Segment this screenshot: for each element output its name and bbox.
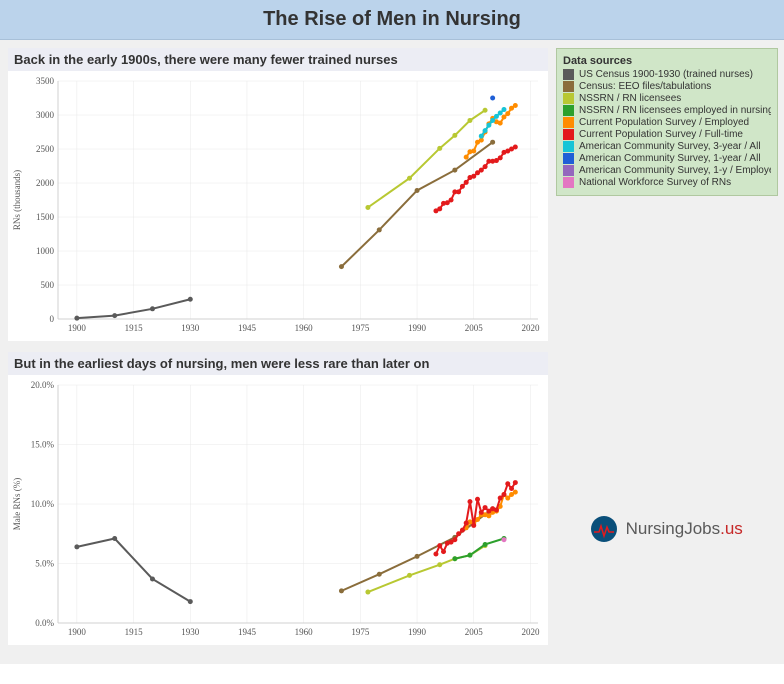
legend-label: American Community Survey, 1-year / All — [579, 153, 761, 164]
legend-swatch — [563, 105, 574, 116]
chart2-title: But in the earliest days of nursing, men… — [8, 352, 548, 375]
svg-text:20.0%: 20.0% — [31, 380, 55, 390]
svg-text:1960: 1960 — [295, 627, 314, 637]
legend-label: US Census 1900-1930 (trained nurses) — [579, 69, 753, 80]
legend-label: American Community Survey, 3-year / All — [579, 141, 761, 152]
legend-swatch — [563, 165, 574, 176]
legend-swatch — [563, 129, 574, 140]
logo-icon — [591, 516, 617, 542]
chart1-block: Back in the early 1900s, there were many… — [8, 48, 548, 346]
svg-text:Male RNs (%): Male RNs (%) — [12, 478, 22, 531]
svg-text:5.0%: 5.0% — [35, 559, 54, 569]
legend-item: Census: EEO files/tabulations — [563, 81, 771, 92]
svg-text:0.0%: 0.0% — [35, 618, 54, 628]
logo-area: NursingJobs.us — [556, 516, 778, 542]
svg-text:0: 0 — [50, 314, 55, 324]
legend-item: National Workforce Survey of RNs — [563, 177, 771, 188]
svg-text:2020: 2020 — [521, 323, 540, 333]
svg-text:1960: 1960 — [295, 323, 314, 333]
svg-text:2020: 2020 — [521, 627, 540, 637]
svg-text:1900: 1900 — [68, 323, 87, 333]
svg-text:3500: 3500 — [36, 76, 55, 86]
svg-text:500: 500 — [41, 280, 55, 290]
legend-swatch — [563, 177, 574, 188]
charts-column: Back in the early 1900s, there were many… — [8, 48, 548, 656]
legend-label: NSSRN / RN licensees employed in nursing — [579, 105, 771, 116]
svg-text:10.0%: 10.0% — [31, 499, 55, 509]
svg-text:2005: 2005 — [465, 323, 484, 333]
svg-text:1915: 1915 — [125, 627, 144, 637]
logo-text-main: NursingJobs — [626, 519, 721, 538]
logo-text: NursingJobs.us — [626, 519, 743, 538]
chart2-svg: 0.0% 5.0% 10.0% 15.0% 20.0% 1900 1915 1930 1945 1… — [8, 375, 548, 645]
svg-text:15.0%: 15.0% — [31, 440, 55, 450]
svg-text:1990: 1990 — [408, 323, 427, 333]
svg-text:1945: 1945 — [238, 323, 257, 333]
legend-item: NSSRN / RN licensees — [563, 93, 771, 104]
side-column: Data sources US Census 1900-1930 (traine… — [548, 48, 778, 656]
legend-item: Current Population Survey / Employed — [563, 117, 771, 128]
svg-text:2005: 2005 — [465, 627, 484, 637]
page-title: The Rise of Men in Nursing — [0, 8, 784, 31]
svg-text:1900: 1900 — [68, 627, 87, 637]
title-bar: The Rise of Men in Nursing — [0, 0, 784, 40]
svg-text:2000: 2000 — [36, 178, 55, 188]
svg-text:1000: 1000 — [36, 246, 55, 256]
chart1-title: Back in the early 1900s, there were many… — [8, 48, 548, 71]
legend-label: Current Population Survey / Employed — [579, 117, 749, 128]
legend-label: American Community Survey, 1-y / Employe… — [579, 165, 771, 176]
chart1-svg: 0 500 1000 1500 2000 2500 3000 3500 1900 1915 1930… — [8, 71, 548, 341]
svg-text:1930: 1930 — [181, 627, 200, 637]
legend-item: Current Population Survey / Full-time — [563, 129, 771, 140]
legend-swatch — [563, 141, 574, 152]
legend-item: American Community Survey, 1-y / Employe… — [563, 165, 771, 176]
legend-title: Data sources — [563, 55, 771, 67]
svg-text:2500: 2500 — [36, 144, 55, 154]
legend-item: American Community Survey, 3-year / All — [563, 141, 771, 152]
legend-label: NSSRN / RN licensees — [579, 93, 681, 104]
legend-item: US Census 1900-1930 (trained nurses) — [563, 69, 771, 80]
legend-item: American Community Survey, 1-year / All — [563, 153, 771, 164]
svg-text:1945: 1945 — [238, 627, 257, 637]
legend-label: Census: EEO files/tabulations — [579, 81, 711, 92]
legend-swatch — [563, 153, 574, 164]
svg-text:RNs (thousands): RNs (thousands) — [12, 170, 22, 230]
svg-text:3000: 3000 — [36, 110, 55, 120]
legend-item: NSSRN / RN licensees employed in nursing — [563, 105, 771, 116]
legend-swatch — [563, 117, 574, 128]
svg-text:1915: 1915 — [125, 323, 144, 333]
legend-box: Data sources US Census 1900-1930 (traine… — [556, 48, 778, 196]
svg-text:1930: 1930 — [181, 323, 200, 333]
legend-label: Current Population Survey / Full-time — [579, 129, 743, 140]
svg-text:1975: 1975 — [351, 627, 370, 637]
svg-text:1500: 1500 — [36, 212, 55, 222]
legend-label: National Workforce Survey of RNs — [579, 177, 731, 188]
legend-swatch — [563, 69, 574, 80]
svg-text:1975: 1975 — [351, 323, 370, 333]
svg-text:1990: 1990 — [408, 627, 427, 637]
chart2-block: But in the earliest days of nursing, men… — [8, 352, 548, 650]
main-container: Back in the early 1900s, there were many… — [0, 40, 784, 664]
legend-swatch — [563, 81, 574, 92]
legend-swatch — [563, 93, 574, 104]
legend-rows: US Census 1900-1930 (trained nurses)Cens… — [563, 69, 771, 188]
logo-text-suffix: .us — [720, 519, 743, 538]
